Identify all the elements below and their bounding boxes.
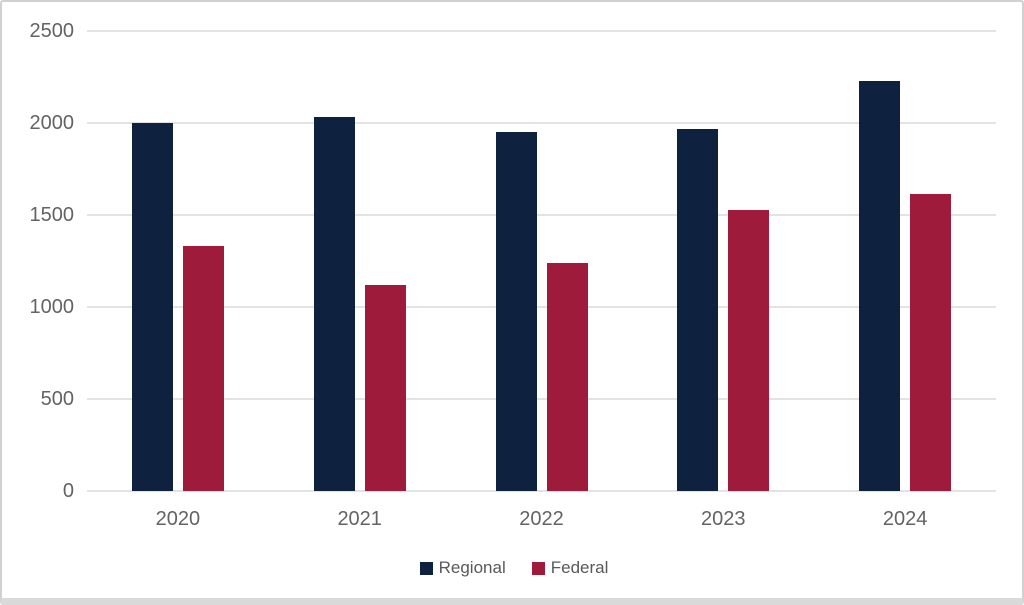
legend-item-regional: Regional [419, 558, 506, 578]
bar-regional-2024 [859, 80, 901, 491]
bar-federal-2021 [364, 284, 406, 491]
bar-regional-2020 [131, 123, 173, 491]
x-axis-tick-label: 2024 [882, 508, 928, 530]
x-axis-tick-label: 2022 [519, 508, 564, 530]
bar-federal-2020 [182, 246, 224, 491]
gridline-1500 [87, 214, 996, 216]
y-axis-tick-label: 2000 [29, 112, 75, 134]
bar-federal-2024 [910, 193, 952, 491]
bar-regional-2022 [495, 132, 537, 491]
legend-swatch-federal [531, 561, 545, 575]
x-axis-tick-label: 2020 [155, 508, 201, 530]
y-axis-tick-label: 2500 [29, 20, 75, 42]
y-axis-tick-label: 500 [40, 388, 74, 410]
bar-regional-2021 [313, 117, 355, 491]
gridline-500 [87, 398, 996, 400]
chart-legend: Regional Federal [2, 554, 1024, 582]
gridline-2000 [87, 122, 996, 124]
legend-label-federal: Federal [550, 558, 609, 577]
gridline-2500 [87, 30, 996, 32]
y-axis-tick-label: 0 [62, 480, 74, 502]
y-axis-tick-label: 1500 [29, 204, 75, 226]
x-axis-tick-label: 2021 [337, 508, 382, 530]
bar-federal-2022 [546, 262, 588, 491]
legend-swatch-regional [419, 561, 433, 575]
y-axis-tick-label: 1000 [29, 296, 75, 318]
bar-regional-2023 [677, 129, 719, 491]
bar-federal-2023 [728, 210, 770, 491]
x-axis-tick-label: 2023 [701, 508, 746, 530]
legend-label-regional: Regional [438, 558, 506, 577]
gridline-1000 [87, 306, 996, 308]
legend-item-federal: Federal [531, 558, 609, 578]
gridline-0 [87, 490, 996, 492]
